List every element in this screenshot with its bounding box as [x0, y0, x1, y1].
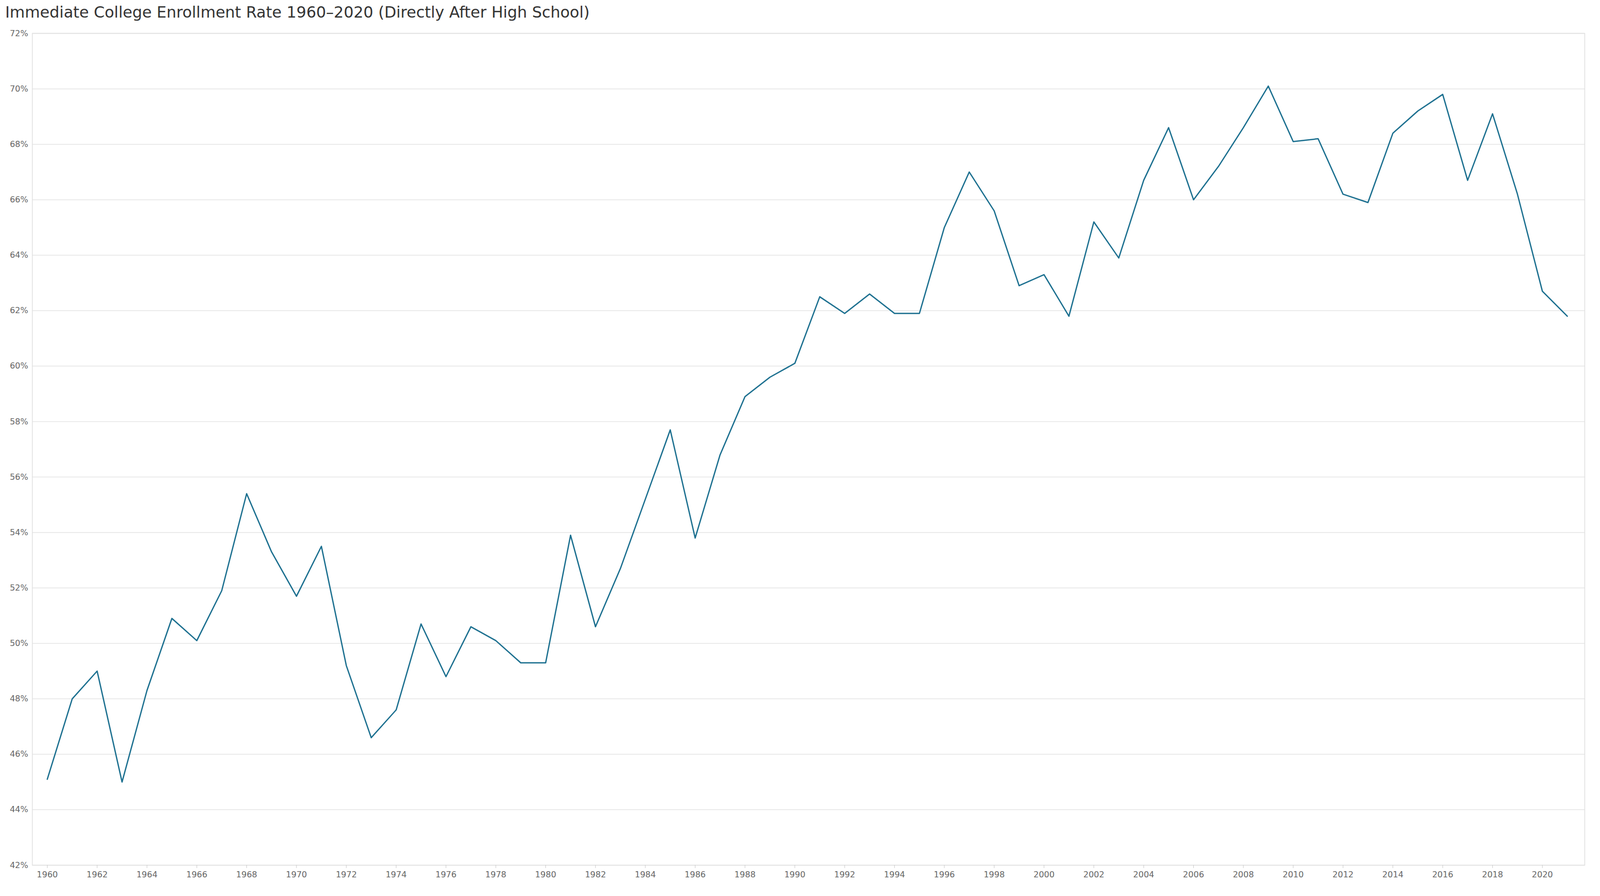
svg-text:1964: 1964 [136, 869, 158, 880]
svg-text:52%: 52% [9, 582, 29, 593]
svg-text:1998: 1998 [983, 869, 1005, 880]
svg-text:66%: 66% [9, 194, 29, 205]
svg-text:50%: 50% [9, 638, 29, 648]
html-text:Immediate College Enrollment R: Immediate College Enrollment Rate 1960–2… [5, 3, 590, 22]
svg-text:72%: 72% [9, 28, 29, 39]
svg-text:2014: 2014 [1382, 869, 1404, 880]
svg-text:48%: 48% [9, 693, 29, 704]
svg-text:1974: 1974 [385, 869, 407, 880]
svg-text:1982: 1982 [584, 869, 606, 880]
svg-text:68%: 68% [9, 139, 29, 150]
svg-text:46%: 46% [9, 748, 29, 759]
svg-text:1972: 1972 [335, 869, 358, 880]
svg-text:44%: 44% [9, 804, 29, 814]
svg-text:2008: 2008 [1232, 869, 1254, 880]
svg-text:1962: 1962 [86, 869, 108, 880]
svg-text:2002: 2002 [1083, 869, 1105, 880]
svg-text:1996: 1996 [934, 869, 956, 880]
svg-text:60%: 60% [9, 360, 29, 371]
svg-text:1966: 1966 [186, 869, 208, 880]
svg-text:1968: 1968 [235, 869, 258, 880]
svg-text:42%: 42% [9, 860, 29, 870]
svg-text:70%: 70% [9, 83, 29, 94]
svg-text:58%: 58% [9, 416, 29, 427]
svg-text:1988: 1988 [734, 869, 756, 880]
svg-text:1992: 1992 [834, 869, 856, 880]
svg-text:2000: 2000 [1033, 869, 1055, 880]
svg-text:2010: 2010 [1282, 869, 1305, 880]
svg-text:1970: 1970 [286, 869, 308, 880]
svg-text:2020: 2020 [1531, 869, 1553, 880]
svg-text:2016: 2016 [1432, 869, 1454, 880]
svg-text:2006: 2006 [1182, 869, 1205, 880]
svg-text:1984: 1984 [634, 869, 657, 880]
svg-text:1980: 1980 [535, 869, 557, 880]
svg-text:2012: 2012 [1332, 869, 1354, 880]
svg-text:2018: 2018 [1482, 869, 1504, 880]
svg-text:1960: 1960 [36, 869, 58, 880]
svg-text:1978: 1978 [485, 869, 507, 880]
svg-text:54%: 54% [9, 527, 29, 538]
svg-text:1994: 1994 [883, 869, 906, 880]
svg-text:1976: 1976 [435, 869, 457, 880]
svg-text:56%: 56% [9, 471, 29, 482]
svg-text:1986: 1986 [684, 869, 706, 880]
svg-text:62%: 62% [9, 305, 29, 316]
svg-text:2004: 2004 [1133, 869, 1155, 880]
svg-text:1990: 1990 [784, 869, 806, 880]
svg-text:64%: 64% [9, 249, 29, 260]
